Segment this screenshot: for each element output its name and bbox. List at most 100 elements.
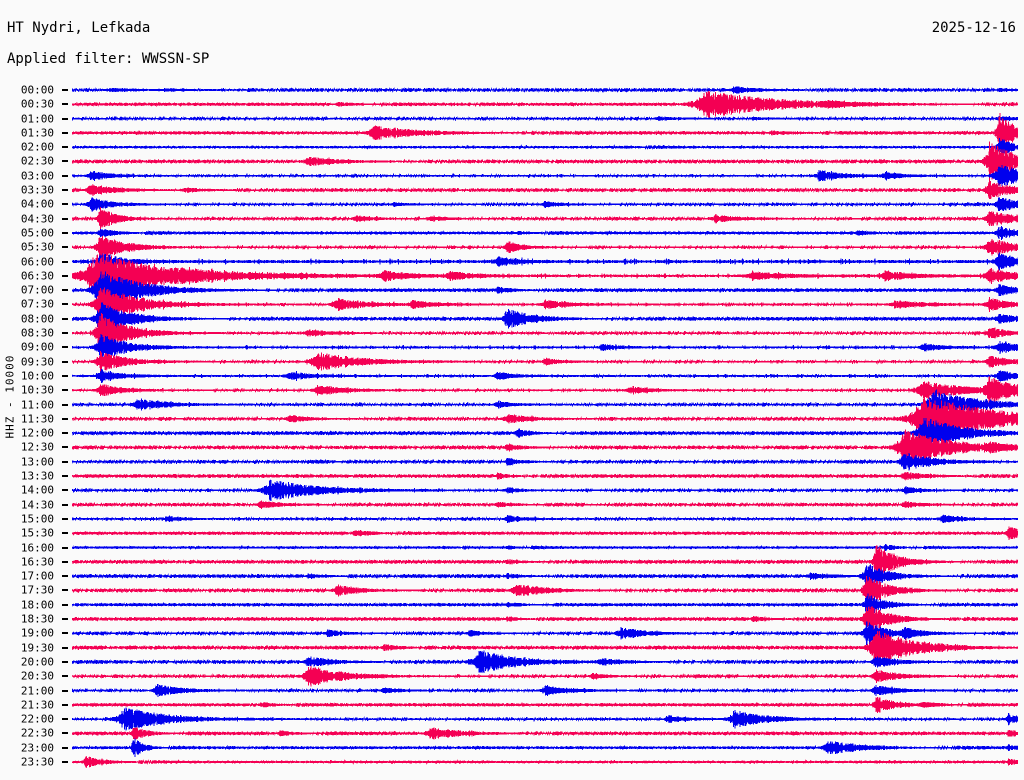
axis-tick-mark [62, 246, 68, 249]
time-tick-label: 06:00 [20, 255, 54, 269]
time-tick-label: 02:00 [20, 140, 54, 154]
time-tick-label: 05:00 [20, 226, 54, 240]
trace-row [72, 683, 1018, 698]
axis-tick-mark [62, 89, 68, 91]
header: HT Nydri, Lefkada 2025-12-16 Applied fil… [0, 0, 1024, 84]
time-tick-label: 23:30 [20, 755, 54, 769]
trace-row [72, 226, 1018, 240]
time-tick-label: 12:30 [20, 440, 54, 454]
time-tick-label: 18:30 [20, 612, 54, 626]
trace-row [72, 666, 1018, 687]
trace-row [72, 86, 1018, 94]
axis-tick-mark [62, 560, 68, 563]
axis-tick-mark [62, 189, 68, 192]
axis-tick-mark [62, 718, 68, 721]
time-tick-label: 05:30 [20, 240, 54, 254]
axis-tick-mark [62, 489, 68, 492]
date-label: 2025-12-16 [931, 20, 1016, 36]
time-tick-label: 04:30 [20, 212, 54, 226]
axis-tick-mark [62, 603, 68, 606]
time-tick-label: 09:30 [20, 355, 54, 369]
time-tick-label: 03:30 [20, 183, 54, 197]
axis-tick-mark [62, 160, 68, 163]
axis-tick-mark [62, 389, 68, 392]
axis-tick-mark [62, 417, 68, 420]
trace-row [72, 350, 1018, 373]
trace-row [72, 165, 1018, 187]
axis-tick-mark [62, 289, 68, 292]
time-tick-label: 19:00 [20, 626, 54, 640]
axis-tick-mark [62, 146, 68, 149]
axis-tick-mark [62, 203, 68, 206]
time-axis: 00:00 00:30 01:00 01:30 02:00 02:30 03:00 03:30… [0, 84, 72, 776]
trace-row [72, 756, 1018, 768]
time-tick-label: 09:00 [20, 340, 54, 354]
axis-tick-mark [62, 761, 68, 763]
axis-tick-mark [62, 332, 68, 335]
time-tick-label: 07:00 [20, 283, 54, 297]
axis-tick-mark [62, 646, 68, 649]
trace-row [72, 254, 1018, 298]
time-tick-label: 08:00 [20, 312, 54, 326]
axis-tick-mark [62, 174, 68, 177]
trace-row [72, 389, 1018, 420]
trace-row [72, 368, 1018, 384]
trace-row [72, 376, 1018, 404]
time-tick-label: 06:30 [20, 269, 54, 283]
time-tick-label: 13:00 [20, 455, 54, 469]
time-tick-label: 07:30 [20, 297, 54, 311]
time-tick-label: 19:30 [20, 641, 54, 655]
axis-tick-mark [62, 317, 68, 320]
time-tick-label: 16:30 [20, 555, 54, 569]
time-tick-label: 22:30 [20, 726, 54, 740]
time-tick-label: 18:00 [20, 598, 54, 612]
time-tick-label: 15:30 [20, 526, 54, 540]
trace-row [72, 564, 1018, 588]
axis-tick-mark [62, 260, 68, 263]
trace-row [72, 500, 1018, 509]
trace-row [72, 650, 1018, 674]
trace-row [72, 112, 1018, 154]
trace-row [72, 271, 1018, 310]
axis-tick-mark [62, 517, 68, 520]
trace-row [72, 453, 1018, 471]
trace-row [72, 707, 1018, 731]
time-tick-label: 11:30 [20, 412, 54, 426]
axis-tick-mark [62, 632, 68, 635]
trace-row [72, 115, 1018, 122]
axis-tick-mark [62, 660, 68, 663]
time-tick-label: 14:00 [20, 483, 54, 497]
axis-tick-mark [62, 746, 68, 749]
time-tick-label: 03:00 [20, 169, 54, 183]
trace-row [72, 575, 1018, 605]
axis-tick-mark [62, 575, 68, 578]
time-tick-label: 00:00 [20, 83, 54, 97]
axis-tick-mark [62, 532, 68, 535]
axis-tick-mark [62, 503, 68, 506]
axis-tick-mark [62, 432, 68, 435]
trace-row [72, 236, 1018, 259]
axis-tick-mark [62, 589, 68, 592]
trace-row [72, 479, 1018, 501]
axis-tick-mark [62, 217, 68, 220]
time-tick-label: 17:30 [20, 583, 54, 597]
axis-tick-mark [62, 475, 68, 478]
trace-row [72, 141, 1018, 182]
time-tick-label: 08:30 [20, 326, 54, 340]
trace-row [72, 738, 1018, 757]
axis-tick-mark [62, 103, 68, 106]
time-tick-label: 23:00 [20, 741, 54, 755]
trace-row [72, 593, 1018, 616]
axis-tick-mark [62, 732, 68, 735]
axis-tick-mark [62, 117, 68, 120]
trace-row [72, 138, 1018, 157]
trace-row [72, 631, 1018, 665]
trace-row [72, 197, 1018, 212]
axis-tick-mark [62, 403, 68, 406]
time-tick-label: 12:00 [20, 426, 54, 440]
time-tick-label: 21:00 [20, 684, 54, 697]
time-tick-label: 01:00 [20, 112, 54, 126]
time-tick-label: 04:00 [20, 197, 54, 211]
time-tick-label: 14:30 [20, 498, 54, 512]
axis-tick-mark [62, 131, 68, 134]
